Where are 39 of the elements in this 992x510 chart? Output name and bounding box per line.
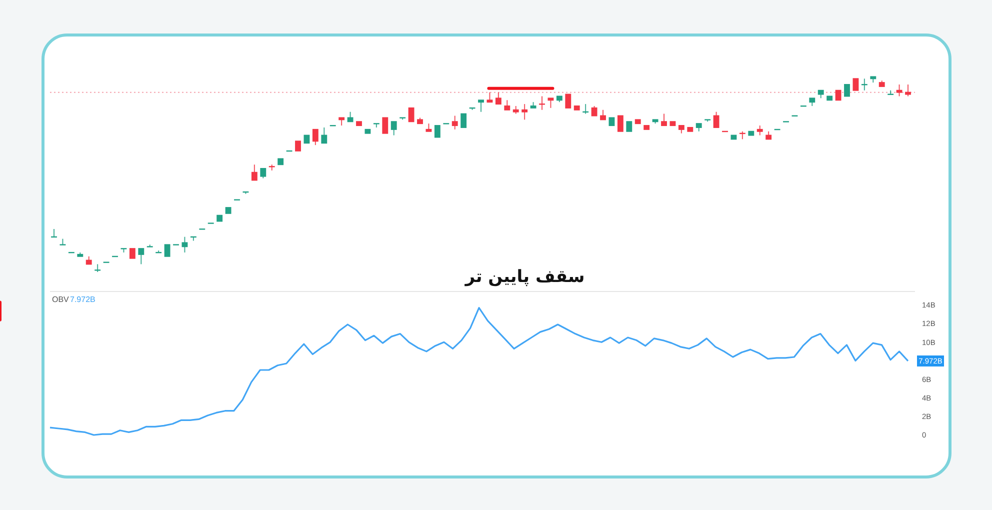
candlestick — [452, 115, 458, 130]
candlestick — [591, 105, 598, 116]
candlestick — [390, 121, 397, 136]
text: 7.972B — [70, 295, 96, 304]
candlestick — [129, 248, 136, 259]
candlestick — [138, 248, 144, 265]
candlestick — [478, 100, 484, 112]
chart-title: OBV — [52, 295, 70, 304]
line-series — [49, 306, 909, 436]
candlestick — [504, 100, 510, 110]
candlestick — [347, 111, 354, 122]
candlestick — [844, 84, 850, 97]
candlestick — [600, 109, 606, 120]
candlestick — [852, 78, 859, 91]
candlestick — [321, 126, 328, 144]
candlestick — [522, 104, 528, 120]
candlestick — [617, 115, 624, 132]
candlestick — [835, 90, 842, 101]
candlestick — [312, 128, 318, 146]
candlestick — [434, 125, 440, 138]
candlestick — [408, 107, 414, 122]
candlestick — [495, 92, 502, 105]
annotation: سقف پایین تر — [464, 267, 585, 287]
candlestick — [460, 113, 467, 128]
candlestick — [905, 84, 911, 97]
candlestick — [565, 94, 572, 108]
candlestick — [260, 168, 266, 179]
candlestick — [486, 92, 493, 103]
candlestick — [896, 84, 902, 97]
candlestick — [182, 236, 188, 253]
candlestick — [295, 140, 301, 152]
candlestick — [713, 111, 720, 128]
candlestick — [164, 244, 170, 257]
candlestick — [756, 125, 763, 136]
candlestick — [548, 98, 554, 108]
candlestick — [626, 121, 632, 132]
candlestick — [382, 117, 388, 134]
candlestick — [251, 164, 258, 181]
candlestick — [661, 113, 667, 126]
